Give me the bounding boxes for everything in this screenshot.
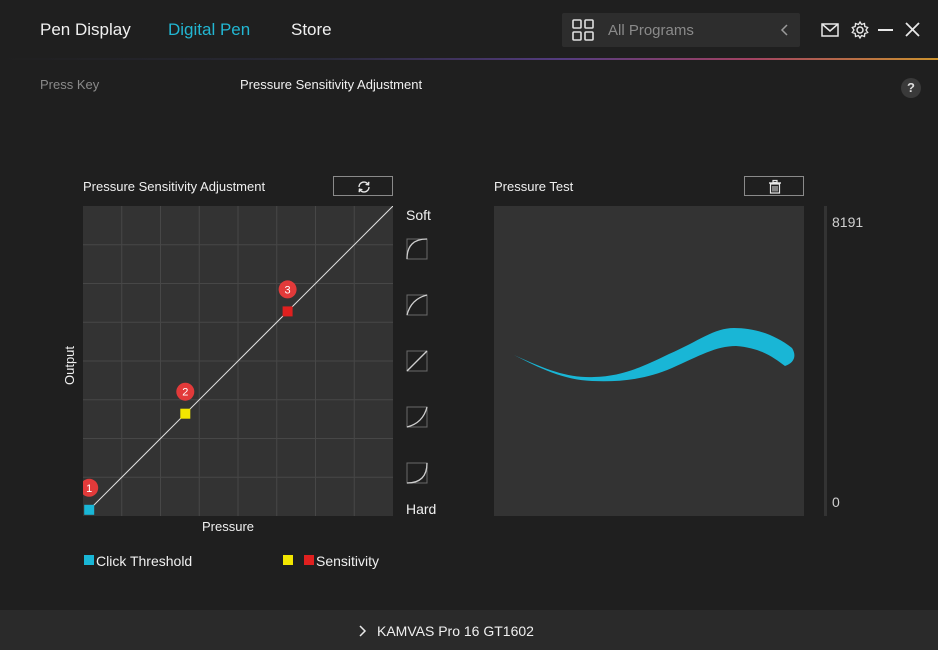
minimize-icon[interactable] xyxy=(876,20,896,40)
apps-grid-icon xyxy=(572,19,594,41)
pressure-min-label: 0 xyxy=(832,494,840,510)
pressure-test-canvas[interactable] xyxy=(494,206,804,516)
sensitivity-legend-label: Sensitivity xyxy=(316,553,380,569)
top-bar: Pen Display Digital Pen Store All Progra… xyxy=(0,0,938,60)
subtab-pressure-sensitivity[interactable]: Pressure Sensitivity Adjustment xyxy=(240,77,423,92)
device-footer[interactable]: KAMVAS Pro 16 GT1602 xyxy=(0,610,938,650)
device-name: KAMVAS Pro 16 GT1602 xyxy=(377,623,534,639)
y-axis-label: Output xyxy=(62,345,77,385)
pressure-max-label: 8191 xyxy=(832,214,864,230)
curve-point-2[interactable] xyxy=(180,408,191,419)
curve-point-3[interactable] xyxy=(282,306,293,317)
curve-point-badge-2 xyxy=(176,382,195,401)
pressure-curve-graph[interactable]: 1 2 3 xyxy=(83,206,393,516)
trash-icon xyxy=(769,179,781,194)
curve-hard-2-icon[interactable] xyxy=(406,462,428,484)
help-button[interactable]: ? xyxy=(901,78,921,98)
refresh-icon xyxy=(358,181,370,193)
curve-linear-icon[interactable] xyxy=(406,350,428,372)
curve-point-badge-3 xyxy=(278,280,297,299)
soft-label: Soft xyxy=(406,207,431,223)
threshold-legend-label: Click Threshold xyxy=(96,553,193,569)
tab-digital-pen[interactable]: Digital Pen xyxy=(168,20,251,39)
curve-point-label-2: 2 xyxy=(182,387,188,399)
threshold-legend-swatch xyxy=(84,555,94,565)
curve-point-1[interactable] xyxy=(84,504,95,515)
pressure-test-title: Pressure Test xyxy=(494,179,574,194)
mail-icon[interactable] xyxy=(820,20,840,40)
pressure-curve-line xyxy=(87,206,393,512)
pen-stroke xyxy=(514,328,795,382)
chevron-right-icon xyxy=(359,625,367,637)
curve-point-badge-1 xyxy=(83,478,99,497)
sensitivity-legend-swatch-yellow xyxy=(283,555,293,565)
x-axis-label: Pressure xyxy=(202,519,255,534)
curve-soft-1-icon[interactable] xyxy=(406,294,428,316)
sensitivity-panel-title: Pressure Sensitivity Adjustment xyxy=(83,179,266,194)
reset-curve-button[interactable] xyxy=(333,176,393,196)
curve-soft-2-icon[interactable] xyxy=(406,238,428,260)
curve-point-label-3: 3 xyxy=(285,284,291,296)
subtab-press-key[interactable]: Press Key xyxy=(40,77,100,92)
settings-gear-icon[interactable] xyxy=(850,20,870,40)
pressure-meter-bar xyxy=(824,206,827,516)
sensitivity-legend-swatch-red xyxy=(304,555,314,565)
curve-point-label-1: 1 xyxy=(86,483,92,495)
program-selector-label: All Programs xyxy=(608,22,694,39)
curve-hard-1-icon[interactable] xyxy=(406,406,428,428)
tab-pen-display[interactable]: Pen Display xyxy=(40,20,131,39)
close-icon[interactable] xyxy=(903,20,923,40)
header-divider xyxy=(0,58,938,60)
clear-test-button[interactable] xyxy=(744,176,804,196)
chevron-left-icon[interactable] xyxy=(778,21,792,39)
program-selector[interactable]: All Programs xyxy=(562,13,800,47)
tab-store[interactable]: Store xyxy=(291,20,332,39)
hard-label: Hard xyxy=(406,501,437,517)
